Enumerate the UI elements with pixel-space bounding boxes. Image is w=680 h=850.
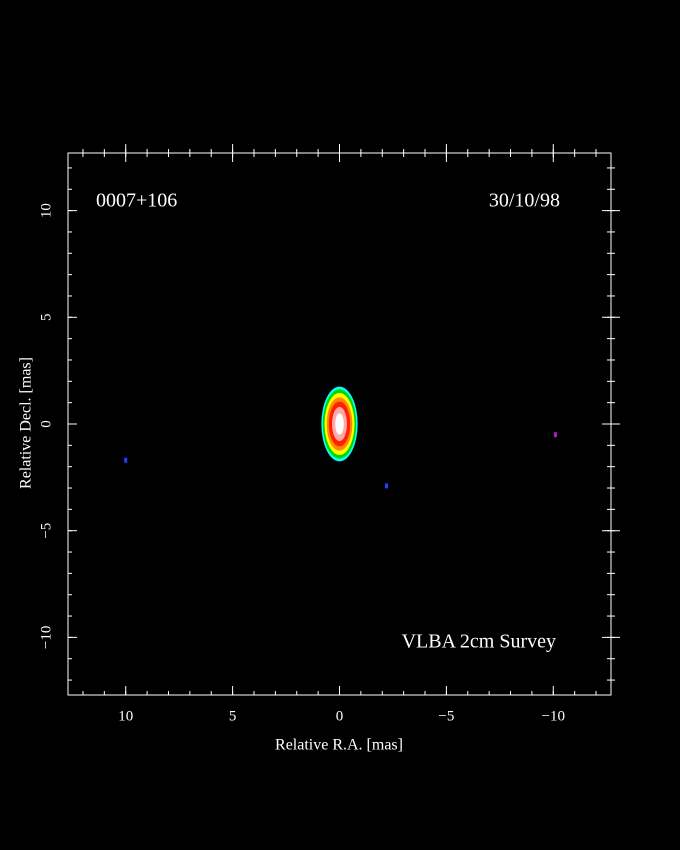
y-tick-label: 5 xyxy=(38,314,54,322)
contour-level xyxy=(335,413,344,435)
speck xyxy=(124,457,128,463)
y-axis-label: Relative Decl. [mas] xyxy=(18,357,35,489)
x-tick-label: 10 xyxy=(118,708,133,724)
date-label: 30/10/98 xyxy=(489,190,560,212)
survey-label: VLBA 2cm Survey xyxy=(402,631,556,653)
y-tick-label: −10 xyxy=(38,626,54,649)
x-axis-label: Relative R.A. [mas] xyxy=(275,737,403,754)
x-tick-label: −5 xyxy=(438,708,454,724)
x-tick-label: 5 xyxy=(229,708,237,724)
y-tick-label: 10 xyxy=(38,203,54,218)
speck xyxy=(385,483,389,489)
speck xyxy=(553,432,557,438)
x-tick-label: 0 xyxy=(336,708,344,724)
y-tick-label: −5 xyxy=(38,523,54,539)
x-tick-label: −10 xyxy=(542,708,565,724)
source-name: 0007+106 xyxy=(96,190,177,212)
y-tick-label: 0 xyxy=(38,420,54,428)
